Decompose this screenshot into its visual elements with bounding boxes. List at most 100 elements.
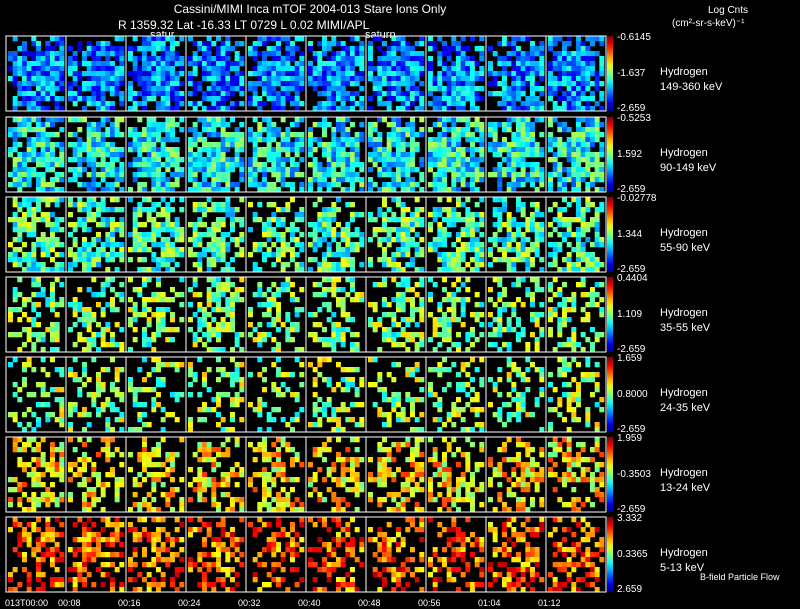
heatmap-cell <box>382 222 387 228</box>
heatmap-cell <box>156 212 161 218</box>
heatmap-cell <box>160 182 166 188</box>
heatmap-cell <box>234 162 240 168</box>
heatmap-cell <box>230 167 235 173</box>
heatmap-cell <box>432 152 438 158</box>
heatmap-cell <box>86 96 92 102</box>
heatmap-cell <box>525 51 531 57</box>
heatmap-cell <box>119 282 125 288</box>
heatmap-cell <box>520 277 526 283</box>
heatmap-cell <box>262 152 267 158</box>
heatmap-cell <box>359 242 365 248</box>
heatmap-cell <box>82 362 87 368</box>
heatmap-cell <box>174 137 180 143</box>
heatmap-cell <box>474 162 480 168</box>
heatmap-cell <box>359 137 365 143</box>
heatmap-cell <box>142 267 147 273</box>
heatmap-cell <box>432 207 438 213</box>
heatmap-cell <box>45 71 51 77</box>
heatmap-cell <box>234 71 240 77</box>
heatmap-cell <box>110 232 115 238</box>
heatmap-cell <box>326 397 332 403</box>
heatmap-cell <box>432 237 438 243</box>
heatmap-cell <box>59 372 65 378</box>
heatmap-cell <box>50 61 55 67</box>
heatmap-cell <box>322 152 327 158</box>
heatmap-cell <box>22 122 27 128</box>
heatmap-cell <box>391 157 397 163</box>
chart-title: Cassini/MIMI Inca mTOF 2004-013 Stare Io… <box>173 2 447 16</box>
heatmap-cell <box>91 46 97 52</box>
heatmap-cell <box>160 212 166 218</box>
heatmap-cell <box>336 91 341 97</box>
heatmap-cell <box>165 36 171 42</box>
heatmap-cell <box>322 302 327 308</box>
heatmap-cell <box>216 86 221 92</box>
heatmap-cell <box>506 167 512 173</box>
heatmap-cell <box>432 177 438 183</box>
heatmap-cell <box>105 162 111 168</box>
heatmap-cell <box>566 142 572 148</box>
heatmap-cell <box>552 41 558 47</box>
heatmap-cell <box>585 147 591 153</box>
heatmap-cell <box>12 66 18 72</box>
heatmap-cell <box>36 302 41 308</box>
heatmap-cell <box>322 277 327 283</box>
heatmap-cell <box>211 172 217 178</box>
heatmap-cell <box>22 177 27 183</box>
heatmap-cell <box>419 387 425 393</box>
heatmap-cell <box>386 167 392 173</box>
heatmap-cell <box>239 347 245 353</box>
heatmap-cell <box>465 157 471 163</box>
heatmap-cell <box>142 232 147 238</box>
heatmap-cell <box>400 91 406 97</box>
heatmap-cell <box>119 217 125 223</box>
heatmap-cell <box>317 142 323 148</box>
heatmap-cell <box>331 56 337 62</box>
heatmap-cell <box>31 172 37 178</box>
heatmap-cell <box>557 222 563 228</box>
heatmap-cell <box>192 207 198 213</box>
heatmap-cell <box>12 147 18 153</box>
heatmap-cell <box>419 302 425 308</box>
heatmap-cell <box>428 56 433 62</box>
heatmap-cell <box>230 257 235 263</box>
heatmap-cell <box>285 207 291 213</box>
heatmap-cell <box>530 86 535 92</box>
heatmap-cell <box>271 387 277 393</box>
heatmap-cell <box>354 46 360 52</box>
heatmap-cell <box>105 417 111 423</box>
heatmap-cell <box>396 247 401 253</box>
heatmap-cell <box>17 307 23 313</box>
heatmap-cell <box>571 247 577 253</box>
heatmap-cell <box>142 332 147 338</box>
heatmap-cell <box>534 81 540 87</box>
heatmap-cell <box>72 56 78 62</box>
heatmap-cell <box>82 307 87 313</box>
heatmap-cell <box>114 147 120 153</box>
heatmap-cell <box>96 76 101 82</box>
heatmap-cell <box>114 207 120 213</box>
heatmap-cell <box>230 86 235 92</box>
heatmap-cell <box>340 157 346 163</box>
heatmap-cell <box>308 46 313 52</box>
heatmap-cell <box>202 71 207 77</box>
heatmap-cell <box>446 96 452 102</box>
heatmap-cell <box>326 252 332 258</box>
heatmap-cell <box>350 347 355 353</box>
heatmap-cell <box>26 257 32 263</box>
heatmap-cell <box>220 127 226 133</box>
heatmap-cell <box>386 397 392 403</box>
heatmap-cell <box>474 71 480 77</box>
heatmap-cell <box>552 142 558 148</box>
heatmap-cell <box>419 282 425 288</box>
heatmap-cell <box>170 127 175 133</box>
heatmap-cell <box>26 407 32 413</box>
heatmap-cell <box>216 147 221 153</box>
heatmap-cell <box>179 317 185 323</box>
heatmap-cell <box>22 71 27 77</box>
heatmap-cell <box>492 257 498 263</box>
heatmap-cell <box>451 187 457 193</box>
heatmap-cell <box>350 66 355 72</box>
heatmap-cell <box>414 86 420 92</box>
heatmap-cell <box>142 282 147 288</box>
